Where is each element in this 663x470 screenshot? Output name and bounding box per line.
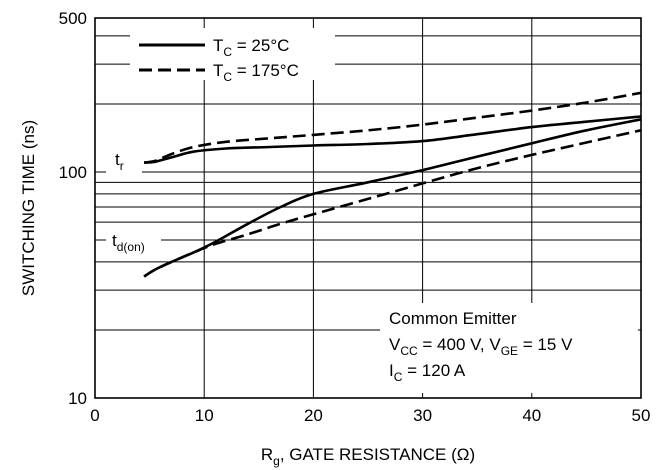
x-tick-label: 30: [413, 406, 432, 425]
x-axis-title: Rg, GATE RESISTANCE (Ω): [261, 445, 475, 468]
y-tick-labels: 10 100 500: [59, 9, 87, 408]
x-tick-labels: 0 10 20 30 40 50: [90, 406, 650, 425]
legend-entry-25c: TC = 25°C: [213, 36, 289, 59]
annotation-common-emitter: Common Emitter: [389, 309, 517, 328]
y-tick-label: 100: [59, 163, 87, 182]
legend-entry-175c: TC = 175°C: [213, 61, 299, 84]
plot-frame: [94, 17, 642, 399]
x-tick-label: 10: [195, 406, 214, 425]
conditions-annotation: Common Emitter VCC = 400 V, VGE = 15 V I…: [380, 303, 638, 393]
x-tick-label: 40: [522, 406, 541, 425]
annotation-background: [380, 303, 638, 393]
data-curves: [143, 91, 642, 278]
tdon-solid-curve: [143, 118, 642, 278]
annotation-voltages: VCC = 400 V, VGE = 15 V: [389, 335, 573, 358]
y-tick-label: 10: [68, 389, 87, 408]
curve-label-tdon: td(on): [112, 231, 145, 254]
tdon-dashed-curve: [143, 129, 642, 278]
x-tick-label: 0: [90, 406, 99, 425]
legend: TC = 25°C TC = 175°C: [130, 28, 335, 84]
y-tick-label: 500: [59, 9, 87, 28]
y-axis-title: SWITCHING TIME (ns): [19, 120, 38, 296]
tr-solid-curve: [144, 115, 642, 164]
x-tick-label: 20: [304, 406, 323, 425]
tr-dashed-curve: [143, 91, 642, 164]
curve-label-tr: tr: [115, 150, 124, 173]
tdon-label-background: [106, 230, 161, 255]
tr-label-background: [106, 148, 142, 173]
grid-lines: [95, 18, 641, 398]
annotation-current: IC = 120 A: [389, 361, 466, 384]
x-tick-label: 50: [632, 406, 651, 425]
